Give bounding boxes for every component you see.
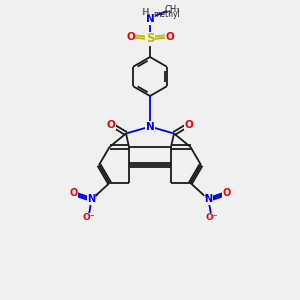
Text: N: N [204,194,213,205]
Text: CH₃: CH₃ [165,5,180,14]
Text: O: O [222,188,231,199]
Text: +: + [202,193,208,199]
Text: O⁻: O⁻ [205,213,218,222]
Text: N: N [146,122,154,132]
Text: O: O [184,119,194,130]
Text: +: + [92,193,98,199]
Text: O: O [106,119,116,130]
Text: O: O [126,32,135,43]
Text: S: S [146,32,154,46]
Text: O⁻: O⁻ [82,213,95,222]
Text: O: O [69,188,78,199]
Text: N: N [87,194,96,205]
Text: O: O [165,32,174,43]
Text: methyl: methyl [153,10,180,19]
Text: N: N [146,14,154,25]
Text: H: H [141,8,148,17]
